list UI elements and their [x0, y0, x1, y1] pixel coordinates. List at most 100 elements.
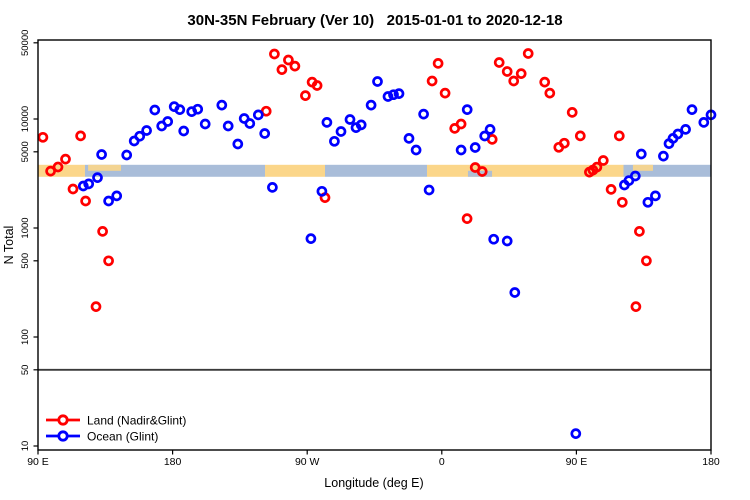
- data-point: [121, 149, 133, 161]
- band-patch-land: [632, 164, 653, 171]
- data-point: [698, 117, 710, 128]
- data-point: [283, 54, 294, 66]
- data-point: [680, 124, 691, 135]
- y-tick-label: 50: [20, 365, 31, 376]
- data-point: [365, 99, 377, 111]
- data-point: [83, 178, 95, 190]
- land-ocean-band: [38, 164, 711, 177]
- data-point: [423, 184, 435, 196]
- data-point: [260, 105, 272, 117]
- data-point: [501, 235, 513, 247]
- data-point: [259, 128, 271, 139]
- data-point: [658, 150, 669, 162]
- x-tick-label: 90 E: [27, 456, 49, 468]
- data-point: [311, 80, 323, 91]
- chart-title: 30N-35N February (Ver 10) 2015-01-01 to …: [187, 12, 563, 29]
- series-ocean: [77, 76, 717, 439]
- data-point: [149, 104, 161, 116]
- data-point: [111, 190, 123, 202]
- data-point: [461, 104, 473, 115]
- data-point: [300, 90, 311, 101]
- data-point: [509, 287, 521, 298]
- band-segment-ocean: [324, 164, 427, 177]
- x-axis-title: Longitude (deg E): [324, 476, 423, 490]
- band-segment-land: [426, 164, 624, 177]
- data-point: [432, 58, 444, 69]
- y-tick-label: 10: [20, 441, 31, 452]
- data-point: [634, 226, 645, 237]
- data-point: [305, 233, 317, 244]
- data-point: [461, 213, 473, 224]
- legend-land-label: Land (Nadir&Glint): [87, 414, 186, 428]
- data-point: [544, 87, 556, 99]
- data-point: [77, 180, 89, 192]
- data-point: [252, 109, 264, 121]
- data-point: [192, 103, 204, 115]
- data-point: [134, 130, 146, 142]
- data-point: [80, 195, 91, 207]
- data-point: [329, 135, 340, 147]
- data-point: [344, 114, 356, 125]
- data-point: [613, 130, 625, 142]
- band-patch-land: [88, 164, 122, 171]
- data-point: [103, 195, 114, 207]
- data-point: [316, 185, 328, 197]
- data-point: [508, 75, 520, 87]
- data-point: [75, 130, 86, 142]
- data-point: [439, 87, 451, 99]
- data-point: [382, 91, 394, 102]
- legend-ocean-marker-icon: [57, 430, 69, 442]
- data-point: [67, 183, 79, 195]
- data-point: [605, 184, 617, 195]
- x-tick-label: 180: [164, 456, 182, 468]
- data-point: [92, 172, 103, 183]
- data-point: [650, 190, 661, 202]
- data-point: [37, 131, 49, 143]
- data-point: [216, 99, 228, 111]
- data-point: [174, 104, 186, 115]
- data-point: [372, 76, 383, 87]
- series-land: [37, 48, 652, 312]
- data-point: [635, 148, 647, 160]
- data-point: [388, 89, 399, 101]
- data-point: [630, 301, 642, 312]
- y-tick-label: 10000: [20, 106, 31, 132]
- data-points: [37, 48, 717, 439]
- data-point: [493, 57, 505, 68]
- data-point: [289, 60, 301, 72]
- data-point: [178, 125, 190, 137]
- data-point: [616, 196, 628, 208]
- y-tick-label: 1000: [20, 217, 31, 238]
- data-point: [321, 117, 333, 128]
- data-point: [469, 142, 481, 153]
- band-segment-ocean: [84, 164, 266, 177]
- data-point: [199, 118, 211, 130]
- data-point: [244, 118, 256, 129]
- axes-ticks: 10 50 100 500 1000 5000 10000 50000 90 E 180 90 W 0…: [20, 30, 720, 468]
- data-point: [410, 144, 422, 156]
- data-point: [479, 130, 491, 142]
- data-point: [629, 170, 641, 182]
- data-point: [566, 107, 578, 118]
- data-point: [103, 255, 114, 267]
- legend-ocean-label: Ocean (Glint): [87, 430, 158, 444]
- data-point: [591, 161, 603, 173]
- data-point: [355, 119, 367, 131]
- x-tick-label: 180: [702, 456, 720, 468]
- data-point: [641, 255, 652, 267]
- data-point: [232, 138, 244, 150]
- data-point: [558, 137, 570, 149]
- data-point: [393, 88, 405, 99]
- x-tick-label: 90 W: [295, 456, 320, 468]
- data-point: [672, 128, 684, 140]
- data-point: [90, 301, 102, 312]
- legend-land-marker-icon: [57, 414, 69, 426]
- band-segment-land: [265, 164, 325, 177]
- data-point: [476, 166, 488, 177]
- data-point: [642, 196, 654, 208]
- data-point: [515, 68, 527, 79]
- data-point: [162, 116, 174, 127]
- x-tick-label: 0: [439, 456, 445, 468]
- data-point: [686, 104, 698, 115]
